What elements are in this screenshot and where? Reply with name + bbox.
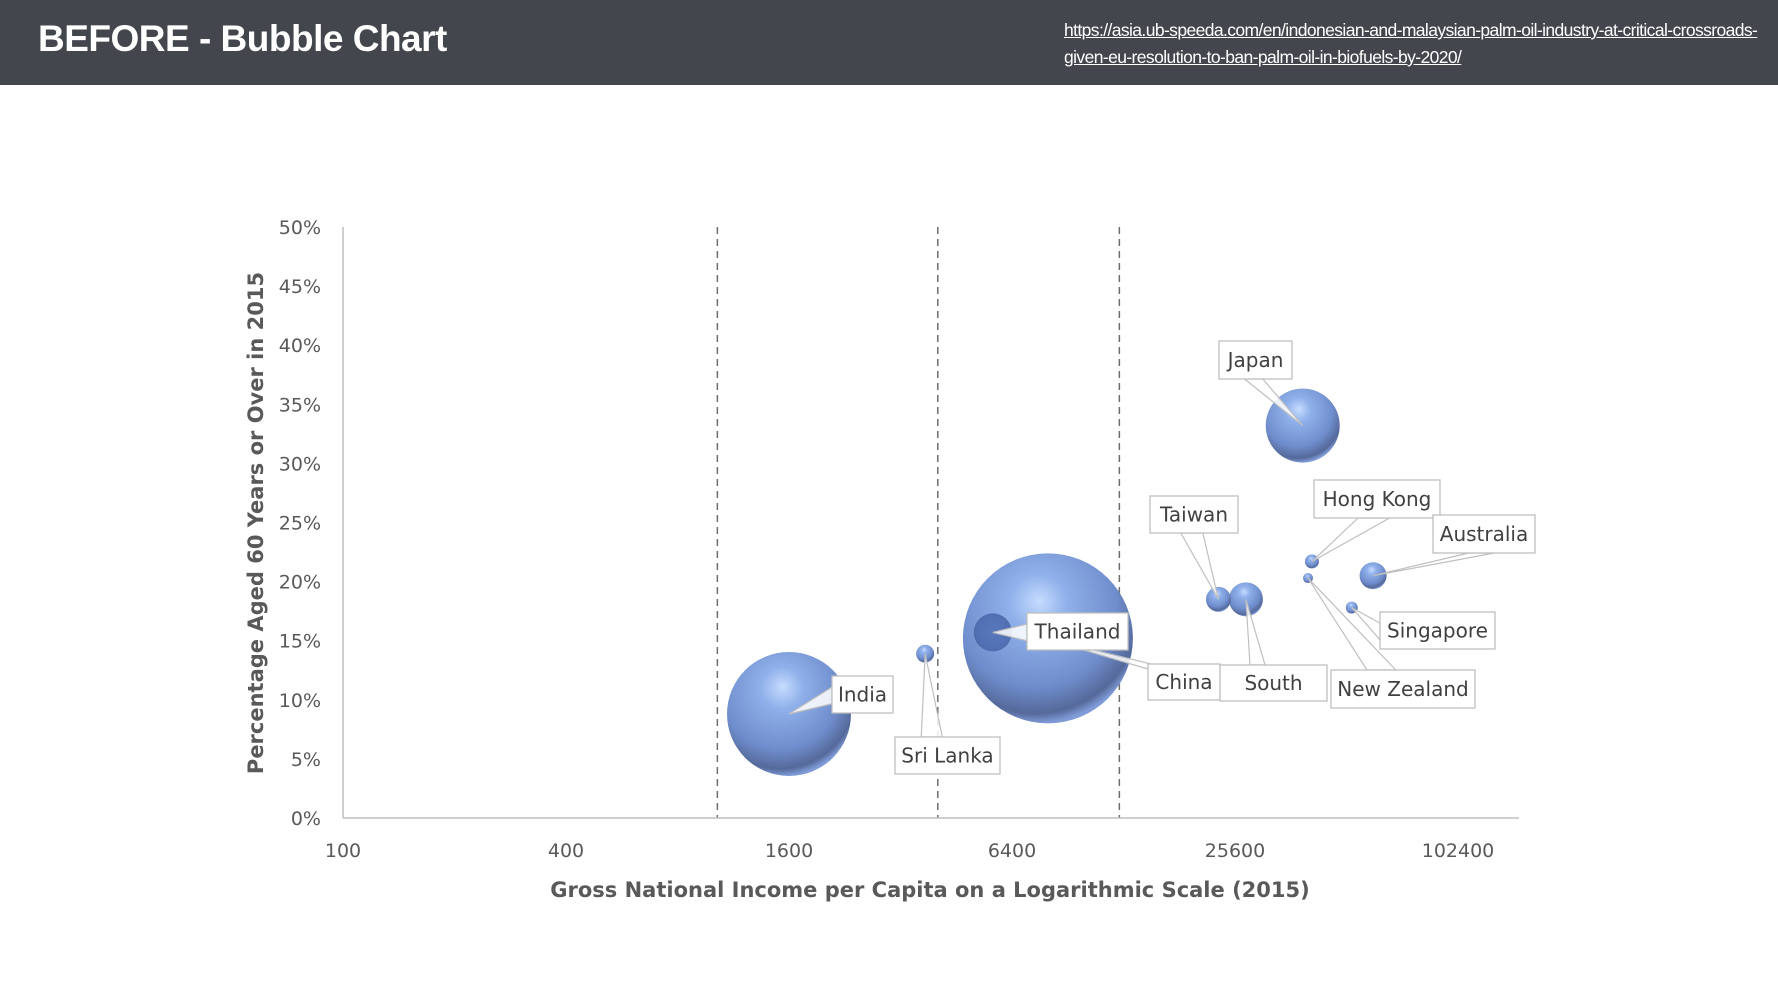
x-tick-label: 400: [548, 840, 584, 862]
data-label-box: [1147, 663, 1221, 701]
data-label-box: [1026, 612, 1129, 651]
page-title: BEFORE - Bubble Chart: [38, 18, 447, 59]
data-label-text: Taiwan: [1159, 503, 1228, 527]
x-tick-label: 1600: [765, 840, 813, 862]
data-label-text: Hong Kong: [1323, 487, 1432, 511]
data-label-text: Australia: [1440, 522, 1528, 546]
y-tick-label: 35%: [279, 394, 321, 416]
label-leader: [1311, 517, 1392, 563]
y-tick-label: 20%: [279, 572, 321, 594]
data-label-box: [894, 736, 1001, 775]
y-tick-label: 15%: [279, 631, 321, 653]
data-label-box: [1219, 664, 1328, 702]
y-tick-label: 30%: [279, 453, 321, 475]
y-tick-labels: 0% 5% 10% 15% 20% 25% 30% 35% 40% 45% 50%: [279, 217, 321, 830]
y-tick-label: 45%: [279, 276, 321, 298]
label-leader: [920, 653, 943, 738]
axes: [342, 227, 1519, 819]
data-label-text: Japan: [1226, 348, 1284, 372]
data-labels: India Sri Lanka Thailand China Taiwan South Ja…: [831, 340, 1536, 775]
y-tick-label: 50%: [279, 217, 321, 239]
data-label: South: [1219, 664, 1328, 702]
data-label: New Zealand: [1330, 669, 1476, 709]
data-label-text: India: [838, 683, 887, 707]
data-label-box: [1432, 514, 1536, 554]
y-tick-label: 0%: [291, 808, 321, 830]
data-label-box: [831, 675, 894, 714]
data-label-text: Sri Lanka: [901, 744, 993, 768]
y-axis-title: Percentage Aged 60 Years or Over in 2015: [244, 272, 268, 774]
data-label-box: [1149, 495, 1239, 534]
data-label-box: [1218, 340, 1293, 380]
data-label: Japan: [1218, 340, 1293, 380]
source-link[interactable]: https://asia.ub-speeda.com/en/indonesian…: [1064, 20, 1758, 67]
x-tick-label: 102400: [1422, 840, 1495, 862]
data-label-text: South: [1244, 671, 1302, 695]
data-label-text: New Zealand: [1337, 677, 1468, 701]
y-tick-label: 25%: [279, 513, 321, 535]
x-tick-labels: 100 400 1600 6400 25600 102400: [325, 840, 1494, 862]
data-label: Australia: [1432, 514, 1536, 554]
data-label: Singapore: [1379, 611, 1496, 650]
y-tick-label: 40%: [279, 335, 321, 357]
data-label: India: [831, 675, 894, 714]
y-tick-label: 5%: [291, 749, 321, 771]
x-axis-title: Gross National Income per Capita on a Lo…: [550, 878, 1309, 902]
data-label-text: China: [1155, 670, 1212, 694]
data-label: Taiwan: [1149, 495, 1239, 534]
data-label-box: [1379, 611, 1496, 650]
label-leader: [1372, 552, 1495, 577]
x-tick-label: 100: [325, 840, 361, 862]
bubbles: [727, 388, 1387, 776]
data-label-text: Thailand: [1034, 620, 1121, 644]
data-label: China: [1147, 663, 1221, 701]
data-label-box: [1330, 669, 1476, 709]
data-label: Thailand: [1026, 612, 1129, 651]
y-tick-label: 10%: [279, 690, 321, 712]
data-label-text: Singapore: [1387, 619, 1488, 643]
data-label: Sri Lanka: [894, 736, 1001, 775]
x-tick-label: 25600: [1205, 840, 1265, 862]
x-tick-label: 6400: [988, 840, 1036, 862]
header-bar: BEFORE - Bubble Chart https://asia.ub-sp…: [0, 0, 1778, 85]
data-label-box: [1313, 479, 1441, 519]
data-label: Hong Kong: [1313, 479, 1441, 519]
label-leader: [1179, 532, 1220, 600]
